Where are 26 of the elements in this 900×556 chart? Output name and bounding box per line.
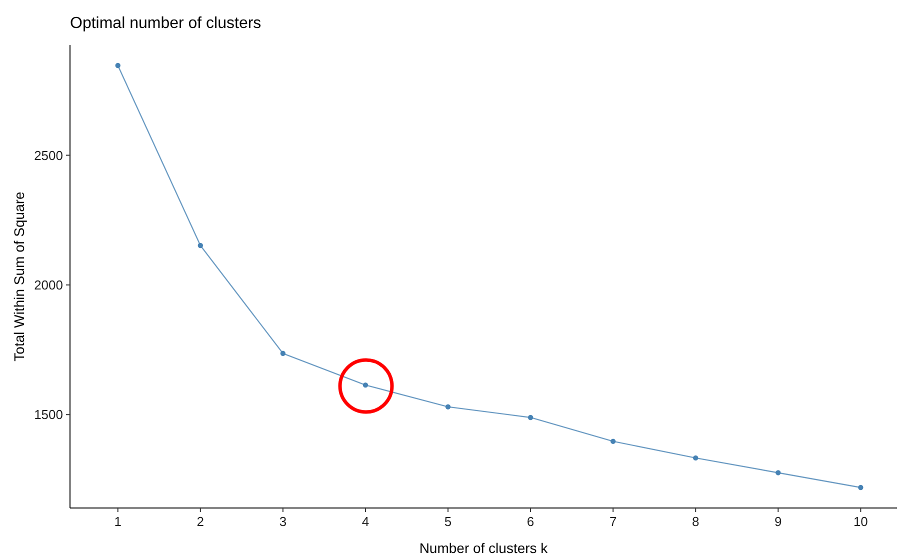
x-tick-label: 2	[196, 514, 204, 529]
x-tick-label: 5	[444, 514, 452, 529]
point	[115, 62, 120, 68]
point	[528, 414, 534, 420]
y-tick-label: 1500	[34, 407, 63, 422]
point	[362, 382, 368, 388]
y-tick-label: 2000	[34, 277, 63, 292]
x-tick-label: 1	[114, 514, 122, 529]
x-tick-label: 9	[774, 514, 782, 529]
point	[776, 470, 781, 476]
x-tick-label: 7	[609, 514, 617, 529]
x-tick-label: 10	[853, 514, 868, 529]
y-axis-title: Total Within Sum of Square	[11, 191, 27, 362]
x-tick-label: 4	[362, 514, 370, 529]
x-tick-label: 6	[526, 514, 534, 529]
x-tick-label: 3	[279, 514, 287, 529]
point	[858, 484, 864, 490]
x-tick-label: 8	[692, 514, 700, 529]
point	[445, 404, 451, 410]
point	[280, 350, 286, 356]
y-tick-label: 2500	[34, 148, 63, 163]
point	[198, 242, 204, 248]
point	[610, 438, 616, 444]
chart-title: Optimal number of clusters	[70, 15, 262, 32]
point	[693, 455, 698, 461]
x-axis-title: Number of clusters k	[419, 540, 549, 556]
